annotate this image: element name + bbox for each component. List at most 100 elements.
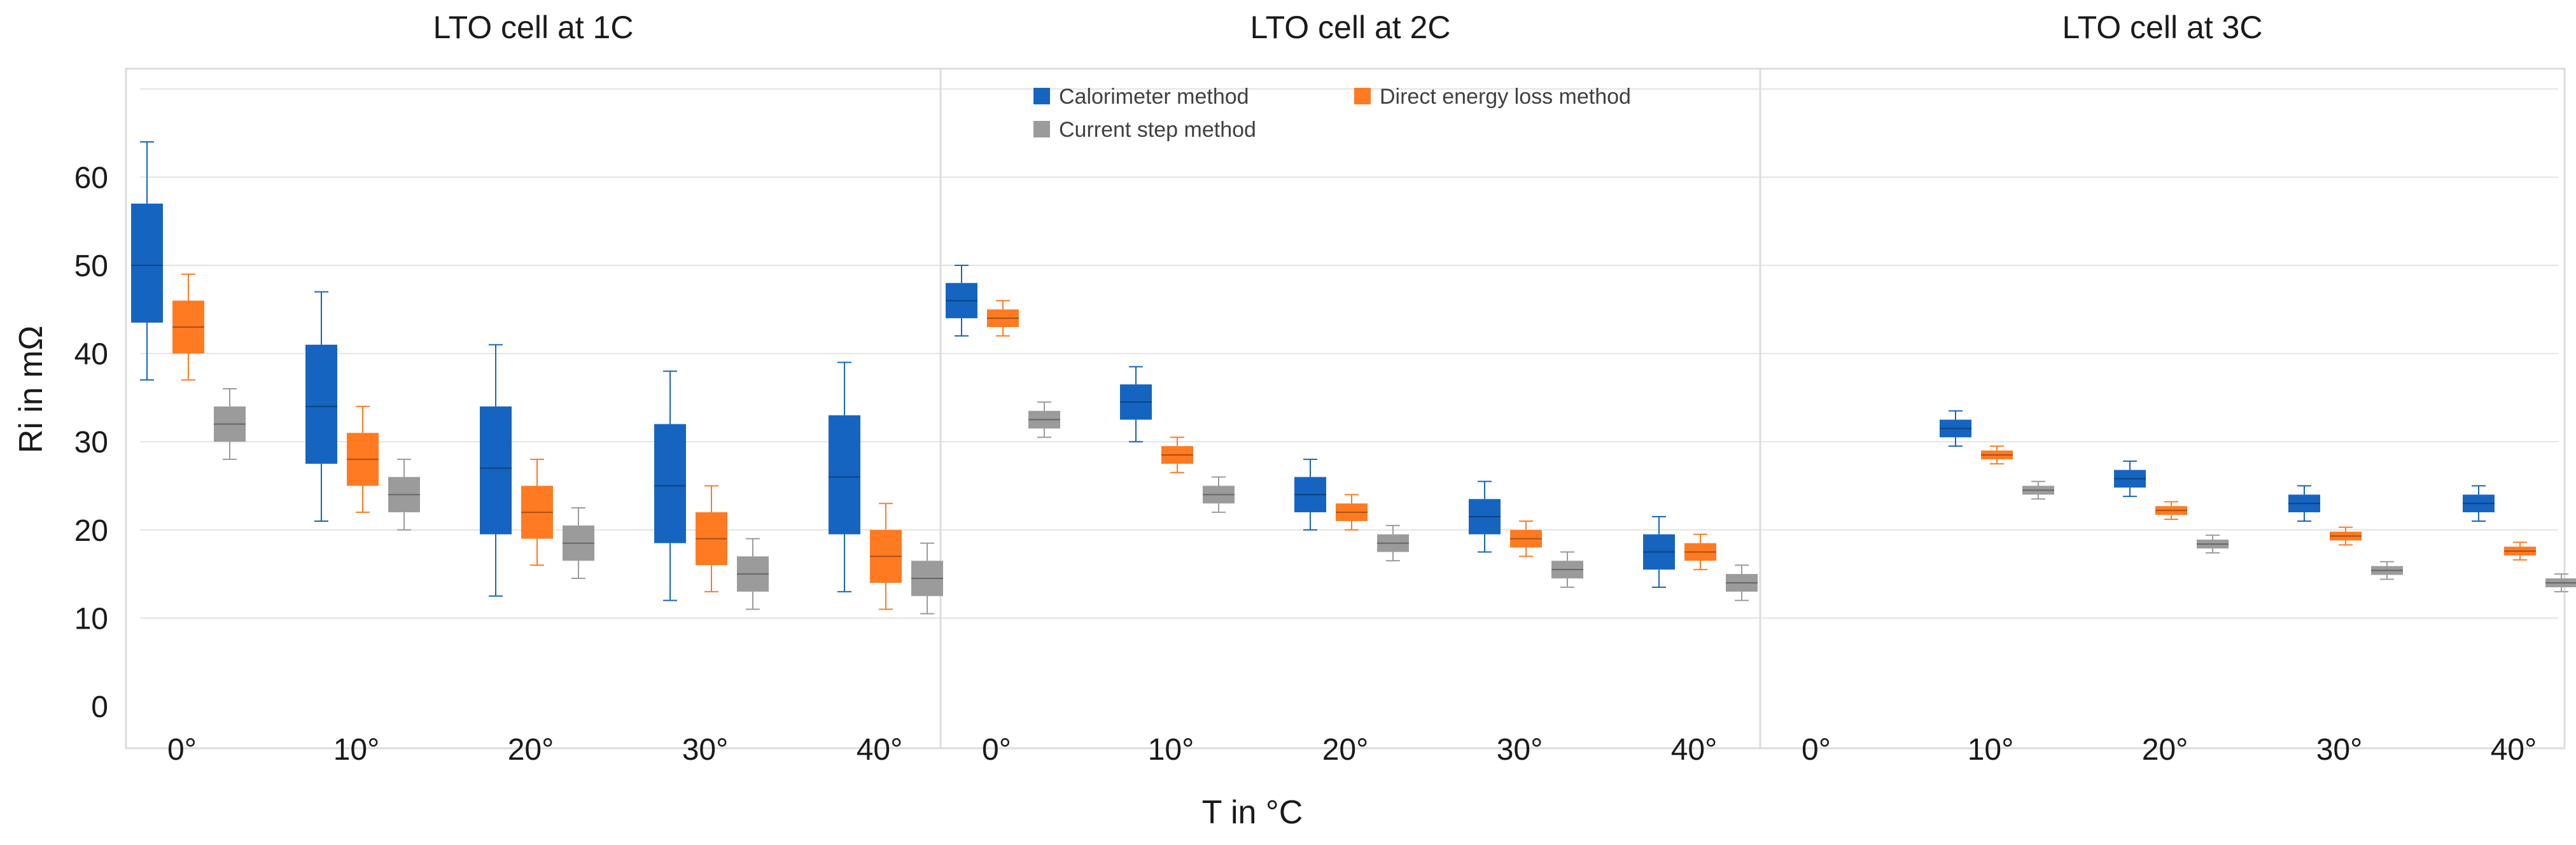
box-current-step-method-panel1-3 <box>737 538 769 610</box>
x-tick-label-panel2-0: 0° <box>982 733 1011 767</box>
box-body <box>2330 531 2362 541</box>
x-tick-label-panel1-0: 0° <box>167 733 197 767</box>
box-direct-energy-loss-method-panel3-4 <box>2504 541 2536 561</box>
x-tick-label-panel3-1: 10° <box>1968 733 2014 767</box>
legend-swatch-current-step <box>1033 121 1050 137</box>
box-body <box>2288 494 2320 513</box>
box-body <box>829 415 860 534</box>
x-tick-label-panel1-1: 10° <box>333 733 380 767</box>
x-tick-label-panel3-3: 30° <box>2316 733 2363 767</box>
box-body <box>172 300 204 354</box>
y-axis-label: Ri in mΩ <box>13 326 50 454</box>
legend-swatch-direct-energy-loss <box>1354 88 1371 104</box>
box-calorimeter-method-panel2-4 <box>1643 516 1675 588</box>
legend-label-current-step: Current step method <box>1059 118 1256 142</box>
box-direct-energy-loss-method-panel3-3 <box>2330 526 2362 546</box>
x-axis-label: T in °C <box>1202 794 1303 831</box>
box-body <box>1981 450 2013 459</box>
box-current-step-method-panel3-1 <box>2022 480 2054 500</box>
box-current-step-method-panel3-3 <box>2371 561 2403 580</box>
box-calorimeter-method-panel2-2 <box>1294 458 1326 531</box>
panel-title-1: LTO cell at 1C <box>433 10 634 45</box>
box-current-step-method-panel2-0 <box>1028 401 1060 438</box>
box-calorimeter-method-panel1-4 <box>829 361 860 592</box>
x-tick-label-panel2-4: 40° <box>1671 733 1718 767</box>
box-body <box>737 556 769 592</box>
box-calorimeter-method-panel3-4 <box>2463 485 2495 522</box>
box-calorimeter-method-panel2-0 <box>946 265 977 337</box>
box-direct-energy-loss-method-panel1-3 <box>696 485 727 592</box>
box-calorimeter-method-panel1-2 <box>480 344 512 597</box>
box-calorimeter-method-panel3-3 <box>2288 485 2320 522</box>
y-tick-label-40: 40 <box>74 338 108 372</box>
x-tick-label-panel2-2: 20° <box>1322 733 1369 767</box>
box-calorimeter-method-panel2-3 <box>1469 480 1501 553</box>
box-calorimeter-method-panel3-2 <box>2114 460 2146 498</box>
box-current-step-method-panel2-4 <box>1726 564 1758 601</box>
y-tick-label-30: 30 <box>74 426 108 459</box>
box-body <box>987 309 1019 328</box>
box-current-step-method-panel3-2 <box>2197 534 2229 554</box>
box-body <box>1294 477 1326 513</box>
box-direct-energy-loss-method-panel1-1 <box>347 405 379 513</box>
box-direct-energy-loss-method-panel2-1 <box>1161 436 1193 473</box>
box-body <box>1120 384 1152 420</box>
x-tick-label-panel1-3: 30° <box>682 733 729 767</box>
box-calorimeter-method-panel2-1 <box>1120 366 1152 443</box>
box-calorimeter-method-panel1-1 <box>305 291 337 522</box>
box-current-step-method-panel2-1 <box>1203 476 1235 513</box>
box-direct-energy-loss-method-panel2-3 <box>1510 520 1542 557</box>
box-calorimeter-method-panel1-0 <box>131 141 163 381</box>
box-body <box>1551 561 1583 579</box>
box-body <box>347 433 379 486</box>
box-direct-energy-loss-method-panel1-0 <box>172 273 204 381</box>
box-body <box>131 203 163 323</box>
box-body <box>654 424 686 543</box>
panel-dividers <box>939 69 1761 748</box>
box-body <box>563 525 594 561</box>
x-tick-label-panel3-4: 40° <box>2491 733 2537 767</box>
y-tick-label-60: 60 <box>74 161 108 195</box>
box-body <box>2545 578 2576 587</box>
x-tick-label-panel1-2: 20° <box>508 733 554 767</box>
x-tick-label-panel1-4: 40° <box>857 733 903 767</box>
box-body <box>521 485 553 539</box>
legend-swatch-calorimeter <box>1033 88 1050 104</box>
box-body <box>911 561 943 596</box>
box-body <box>1726 574 1758 592</box>
x-axis-ticks: 0° 10° 20° 30° 40° 0° 10° 20° 30° 40° 0° 10° 20° 30° 4… <box>167 733 2537 767</box>
box-direct-energy-loss-method-panel2-0 <box>987 300 1019 337</box>
box-current-step-method-panel1-2 <box>563 507 594 580</box>
box-body <box>1028 410 1060 429</box>
box-body <box>1940 419 1971 438</box>
box-current-step-method-panel2-3 <box>1551 551 1583 588</box>
x-tick-label-panel3-0: 0° <box>1802 733 1831 767</box>
box-body <box>305 344 337 464</box>
y-tick-label-10: 10 <box>74 602 108 636</box>
y-tick-label-20: 20 <box>74 514 108 548</box>
box-body <box>2371 566 2403 575</box>
box-calorimeter-method-panel3-1 <box>1940 410 1971 447</box>
x-tick-label-panel3-2: 20° <box>2142 733 2188 767</box>
y-tick-label-50: 50 <box>74 249 108 283</box>
x-tick-label-panel2-1: 10° <box>1148 733 1194 767</box>
box-current-step-method-panel1-4 <box>911 542 943 615</box>
box-body <box>696 512 727 566</box>
box-current-step-method-panel3-4 <box>2545 573 2576 592</box>
box-body <box>1203 485 1235 504</box>
legend: Calorimeter method Direct energy loss me… <box>1033 85 1631 142</box>
box-body <box>2463 494 2495 513</box>
box-body <box>2114 470 2146 488</box>
box-body <box>1377 534 1409 552</box>
box-body <box>946 283 977 319</box>
box-body <box>388 477 420 513</box>
box-body <box>1469 499 1501 534</box>
box-direct-energy-loss-method-panel2-4 <box>1684 533 1716 571</box>
box-body <box>2197 540 2229 548</box>
box-body <box>1510 529 1542 548</box>
box-body <box>870 529 902 583</box>
box-direct-energy-loss-method-panel2-2 <box>1336 494 1368 531</box>
box-direct-energy-loss-method-panel1-2 <box>521 458 553 566</box>
box-direct-energy-loss-method-panel1-4 <box>870 503 902 610</box>
